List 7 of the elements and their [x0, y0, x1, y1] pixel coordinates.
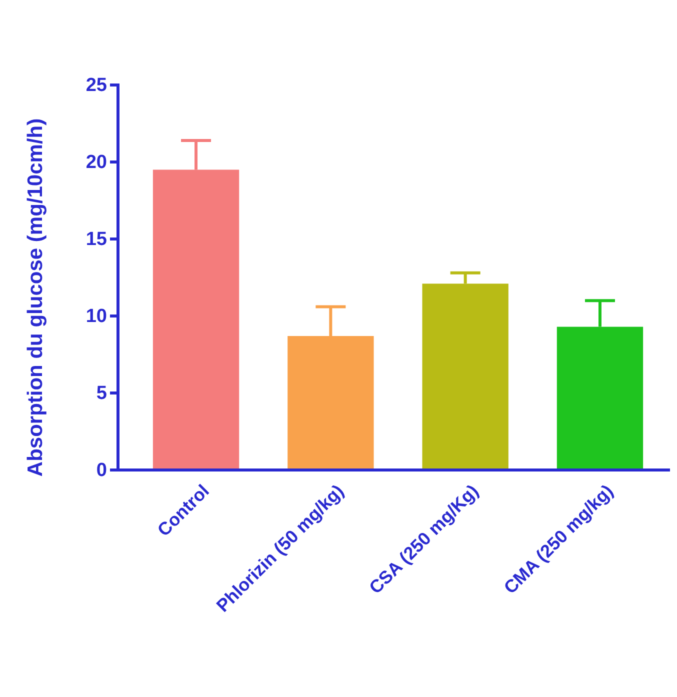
y-tick-label: 0 [96, 460, 107, 482]
y-tick-label: 10 [86, 306, 107, 328]
y-tick-label: 25 [86, 75, 108, 96]
y-tick-label: 20 [86, 152, 107, 174]
y-tick-label: 5 [96, 383, 108, 404]
y-tick-label: 15 [86, 229, 108, 250]
y-axis-title: Absorption du glucose (mg/10cm/h) [24, 118, 47, 477]
